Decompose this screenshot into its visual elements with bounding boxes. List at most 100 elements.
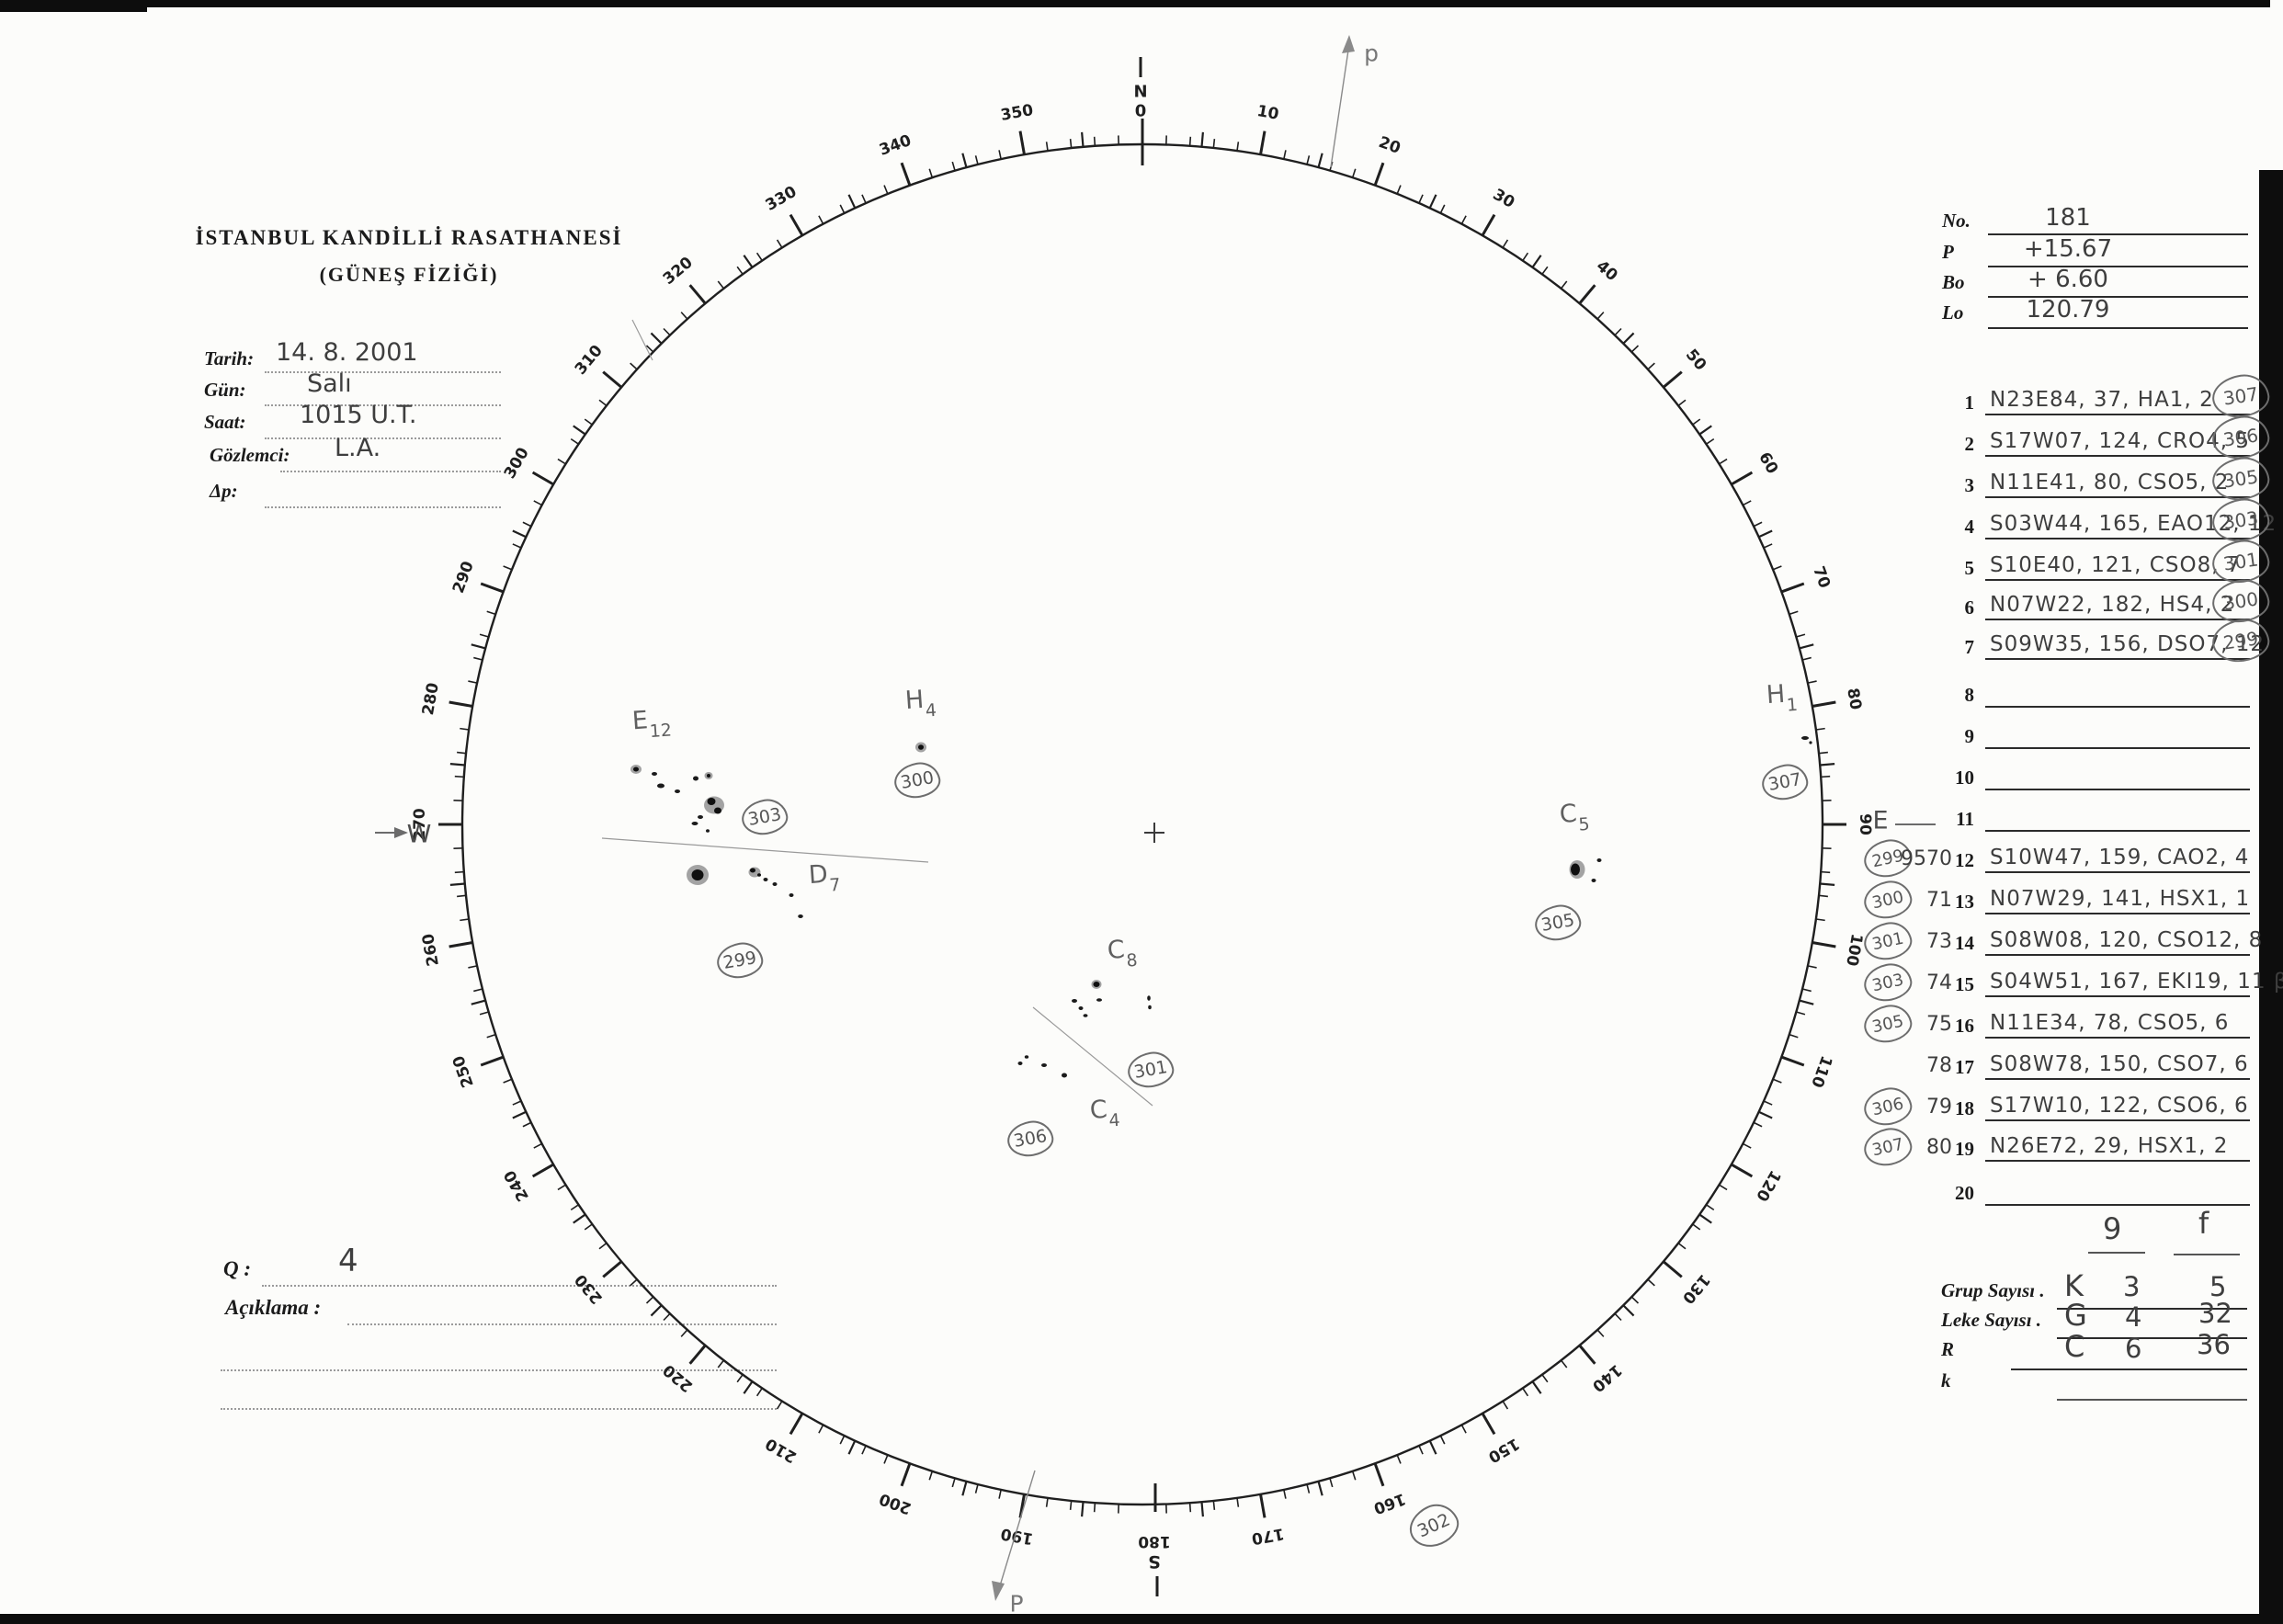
group-label-H1: H1	[1765, 679, 1799, 716]
obs-row-number: 19	[1955, 1138, 1974, 1160]
dial-tick	[951, 1478, 956, 1488]
sunspot-dot	[1809, 741, 1812, 744]
degree-label: 290	[449, 559, 478, 596]
summary-col-a-line	[2088, 1252, 2145, 1254]
degree-label: 190	[999, 1524, 1035, 1548]
dial-tick	[471, 999, 486, 1005]
dial-tick	[503, 565, 513, 571]
dial-tick	[557, 458, 566, 465]
degree-label: 150	[1484, 1434, 1522, 1466]
field-label-saat: Saat:	[204, 411, 246, 433]
obs-row-line	[1985, 1037, 2250, 1039]
info-value-no: 181	[2045, 204, 2091, 232]
degree-label: 160	[1371, 1489, 1408, 1517]
p-axis-arrowhead-bottom	[992, 1581, 1005, 1601]
field-label-gun: Gün:	[204, 379, 246, 401]
obs-row-noaa-serial: 79	[1926, 1096, 1952, 1119]
dial-tick	[468, 965, 478, 969]
obs-row-entry: N26E72, 29, HSX1, 2	[1990, 1134, 2229, 1158]
dial-tick	[1789, 1033, 1799, 1039]
obs-row-entry: S09W35, 156, DSO7, 12	[1990, 632, 2265, 656]
dial-tick	[1522, 252, 1529, 261]
info-value-bo: + 6.60	[2027, 266, 2108, 293]
west-label-handwritten: W	[407, 821, 432, 849]
sunspot-dot	[1041, 1063, 1047, 1067]
dial-tick	[486, 610, 496, 616]
dial-tick	[584, 418, 593, 426]
dial-tick	[1772, 1078, 1782, 1084]
sunspot-dot	[763, 878, 768, 881]
dial-tick	[533, 500, 542, 506]
dial-tick	[1763, 543, 1773, 549]
degree-label: 60	[1755, 449, 1781, 478]
sunspot-dot	[1096, 998, 1102, 1002]
obs-row-line	[1985, 1119, 2250, 1121]
dial-tick	[449, 941, 473, 948]
south-degree-label: 180	[1138, 1532, 1171, 1550]
degree-label: 170	[1250, 1524, 1286, 1548]
field-value-saat: 1015 U.T.	[300, 401, 417, 429]
info-label-lo: Lo	[1942, 301, 1964, 324]
dial-tick	[473, 656, 483, 661]
degree-label: 260	[419, 932, 443, 968]
field-label-tarih: Tarih:	[204, 347, 255, 369]
obs-row-line	[1985, 706, 2250, 708]
dial-tick	[1081, 1502, 1085, 1517]
dial-tick	[663, 327, 671, 336]
dial-tick	[1460, 1425, 1467, 1434]
sunspot-dot	[657, 783, 664, 789]
obs-row-entry: N11E34, 78, CSO5, 6	[1990, 1011, 2230, 1035]
dial-tick	[1045, 142, 1049, 152]
dial-tick	[755, 1388, 763, 1397]
dial-tick	[1630, 1296, 1640, 1304]
dial-tick	[1698, 425, 1712, 436]
obs-row-entry: N23E84, 37, HA1, 2	[1990, 388, 2214, 412]
degree-label: 120	[1752, 1167, 1784, 1205]
dial-tick	[1820, 763, 1835, 767]
sunspot-dot	[675, 789, 680, 793]
degree-label: 90	[1856, 813, 1874, 835]
obs-row-number: 8	[1964, 684, 1975, 706]
field-value-gun: Salı	[307, 369, 352, 398]
dial-tick	[743, 255, 754, 268]
dial-tick	[961, 153, 968, 168]
obs-row-number: 9	[1964, 725, 1975, 747]
observatory-subtitle: (GÜNEŞ FİZİĞİ)	[319, 263, 499, 286]
dial-tick	[1662, 370, 1683, 389]
dial-tick	[736, 266, 744, 275]
dial-tick	[1351, 1471, 1357, 1481]
sunspot-dot	[698, 815, 703, 819]
dial-tick	[776, 239, 783, 248]
dial-tick	[1259, 131, 1266, 155]
dial-tick	[1743, 1142, 1752, 1149]
obs-row-line	[1985, 414, 2250, 415]
west-arrow-head	[394, 827, 408, 838]
obs-row-line	[1985, 619, 2250, 620]
obs-row-entry: N11E41, 80, CSO5, 2	[1990, 471, 2230, 494]
sun-disk-rim	[460, 142, 1824, 1506]
dial-tick	[449, 700, 473, 708]
dial-tick	[1578, 1344, 1596, 1365]
dial-tick	[928, 1471, 934, 1481]
p-axis-label-top: p	[1364, 40, 1379, 67]
obs-row-line	[1985, 913, 2250, 914]
sunspot-core	[918, 744, 924, 750]
degree-label: 20	[1376, 133, 1403, 158]
degree-label: 310	[572, 342, 607, 379]
obs-row-line	[1985, 455, 2250, 457]
dial-tick	[1200, 1502, 1204, 1517]
obs-row-line	[1985, 1204, 2250, 1206]
dial-tick	[928, 168, 934, 178]
degree-label: 340	[877, 131, 914, 160]
dial-tick	[573, 1213, 586, 1224]
dial-tick	[1812, 700, 1836, 708]
sunspot-dot	[1078, 1006, 1084, 1010]
obs-row-noaa-serial: 9570	[1901, 847, 1952, 870]
obs-row-number: 7	[1964, 636, 1975, 658]
dial-tick	[1815, 918, 1825, 922]
dial-tick	[1351, 168, 1357, 178]
dial-tick	[818, 1425, 824, 1434]
dial-tick	[789, 213, 804, 236]
